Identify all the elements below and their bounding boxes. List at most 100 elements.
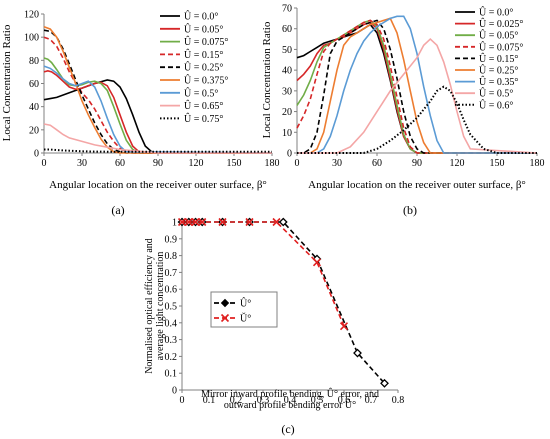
data-point-x (339, 322, 349, 331)
x-tick-label: 150 (490, 158, 505, 169)
legend-label: Û = 0.15° (479, 53, 518, 65)
y-tick-label: 70 (282, 4, 292, 15)
y-tick-label: 0 (287, 149, 292, 160)
x-tick-label: 60 (115, 158, 125, 169)
series-line-5 (297, 17, 537, 154)
y-tick-label: 40 (29, 102, 39, 113)
x-tick-label: 60 (372, 158, 382, 169)
data-point-x (177, 217, 187, 227)
legend-marker-x (220, 313, 230, 323)
data-point-x (184, 217, 193, 227)
data-point-x (312, 258, 322, 267)
y-tick-label: 0.4 (165, 318, 178, 329)
y-axis-title: Local Concentration Ratio (1, 24, 13, 141)
legend-label: Û = 0.15° (184, 49, 223, 61)
series-line-7 (43, 123, 272, 154)
x-axis-title-line: Mirror inward profile bending, Û° error,… (201, 388, 379, 400)
legend-label: Û° (240, 298, 251, 310)
legend-label: Û = 0.5° (479, 88, 513, 100)
legend-label: Û = 0.075° (479, 41, 523, 53)
x-tick-label: 30 (77, 158, 87, 169)
y-tick-label: 60 (29, 79, 39, 90)
y-tick-label: 60 (282, 24, 292, 35)
series-line-5 (43, 25, 272, 154)
y-axis-title-line: average light concentration (155, 252, 166, 361)
data-point-x (198, 217, 207, 227)
y-tick-label: 80 (29, 56, 39, 67)
data-point-x (272, 217, 281, 227)
x-tick-label: 90 (153, 158, 163, 169)
panel-label-a: (a) (111, 203, 124, 217)
y-tick-label: 100 (24, 33, 39, 44)
legend-label: Ŭ° (240, 313, 251, 325)
x-tick-label: 0.5 (311, 395, 324, 406)
y-tick-label: 0.6 (165, 285, 178, 296)
x-tick-label: 0.7 (365, 395, 378, 406)
x-tick-label: 0.6 (338, 395, 351, 406)
panel-label-c: (c) (281, 422, 294, 436)
y-tick-label: 40 (282, 66, 292, 77)
data-point-diamond (278, 217, 288, 227)
y-tick-label: 50 (282, 45, 292, 56)
x-axis-title: Mirror inward profile bending, Û° error,… (201, 388, 379, 411)
x-tick-label: 120 (189, 158, 204, 169)
y-tick-label: 0.8 (165, 251, 178, 262)
y-tick-label: 120 (24, 10, 39, 21)
y-axis-title: Normalised optical efficiency andaverage… (144, 238, 166, 374)
x-tick-label: 120 (450, 158, 465, 169)
series-line-1 (43, 69, 272, 154)
x-axis-title-line: outward profile bending error Ŭ° (224, 399, 356, 411)
data-point-x (245, 217, 254, 227)
x-tick-label: 0 (180, 395, 185, 406)
x-tick-label: 90 (412, 158, 422, 169)
x-tick-label: 30 (332, 158, 342, 169)
legend-label: Û = 0.65° (184, 100, 223, 112)
legend-label: Û = 0.75° (184, 113, 223, 125)
series-line-3 (296, 19, 537, 154)
series-line-3 (43, 36, 272, 154)
data-point-x (218, 217, 227, 227)
x-axis-title: Angular location on the receiver outer s… (308, 179, 526, 191)
y-tick-label: 10 (282, 128, 292, 139)
series-line-6 (297, 15, 537, 154)
legend-label: Û = 0.0° (184, 11, 218, 23)
y-tick-label: 0.9 (165, 234, 178, 245)
y-tick-label: 0 (172, 386, 177, 397)
series-line-6 (43, 65, 273, 154)
y-tick-label: 0.3 (165, 335, 178, 346)
y-axis-title: Local Concentration Ratio (261, 21, 273, 138)
series-line-2 (296, 19, 537, 154)
legend-label: Û = 0.25° (479, 65, 518, 77)
legend-label: Û = 0.35° (479, 76, 518, 88)
legend-marker-diamond (220, 298, 230, 308)
x-tick-label: 180 (265, 158, 280, 169)
x-axis-title: Angular location on the receiver outer s… (49, 179, 267, 191)
legend-label: Û = 0.375° (184, 75, 228, 87)
x-tick-label: 180 (530, 158, 545, 169)
data-point-diamond (353, 348, 362, 358)
data-point-x (191, 217, 200, 227)
legend-label: Û = 0.0° (479, 7, 513, 19)
y-tick-label: 20 (282, 107, 292, 118)
chart-panel-b: 0 30 60 90 120 150 180 0 10 20 30 40 50 60 70 Angular l… (261, 4, 545, 192)
series-line-2 (43, 57, 272, 154)
x-tick-label: 0.3 (257, 395, 270, 406)
y-tick-label: 0.5 (165, 302, 178, 313)
x-tick-label: 0.8 (392, 395, 405, 406)
legend-label: Û = 0.025° (479, 18, 523, 30)
y-tick-label: 1 (172, 218, 177, 229)
x-tick-label: 150 (227, 158, 242, 169)
data-point-diamond (380, 378, 389, 388)
y-tick-label: 0.2 (165, 352, 178, 363)
series-line-4 (297, 19, 537, 154)
legend-label: Û = 0.5° (184, 87, 218, 99)
x-tick-label: 0 (42, 158, 47, 169)
legend-label: Û = 0.25° (184, 62, 223, 74)
chart-panel-a: 0 30 60 90 120 150 180 0 20 40 60 80 100 120 Angular l… (1, 10, 280, 192)
chart-panel-c: 0 0.1 0.2 0.3 0.4 0.5 0.6 0.7 0.8 0 0.1 0.2 0.3 0.4 0.… (144, 218, 404, 412)
y-axis-title-line: Normalised optical efficiency and (144, 238, 155, 374)
series-line-8 (44, 148, 272, 153)
x-tick-label: 0.1 (203, 395, 216, 406)
legend-label: Û = 0.05° (479, 30, 518, 42)
